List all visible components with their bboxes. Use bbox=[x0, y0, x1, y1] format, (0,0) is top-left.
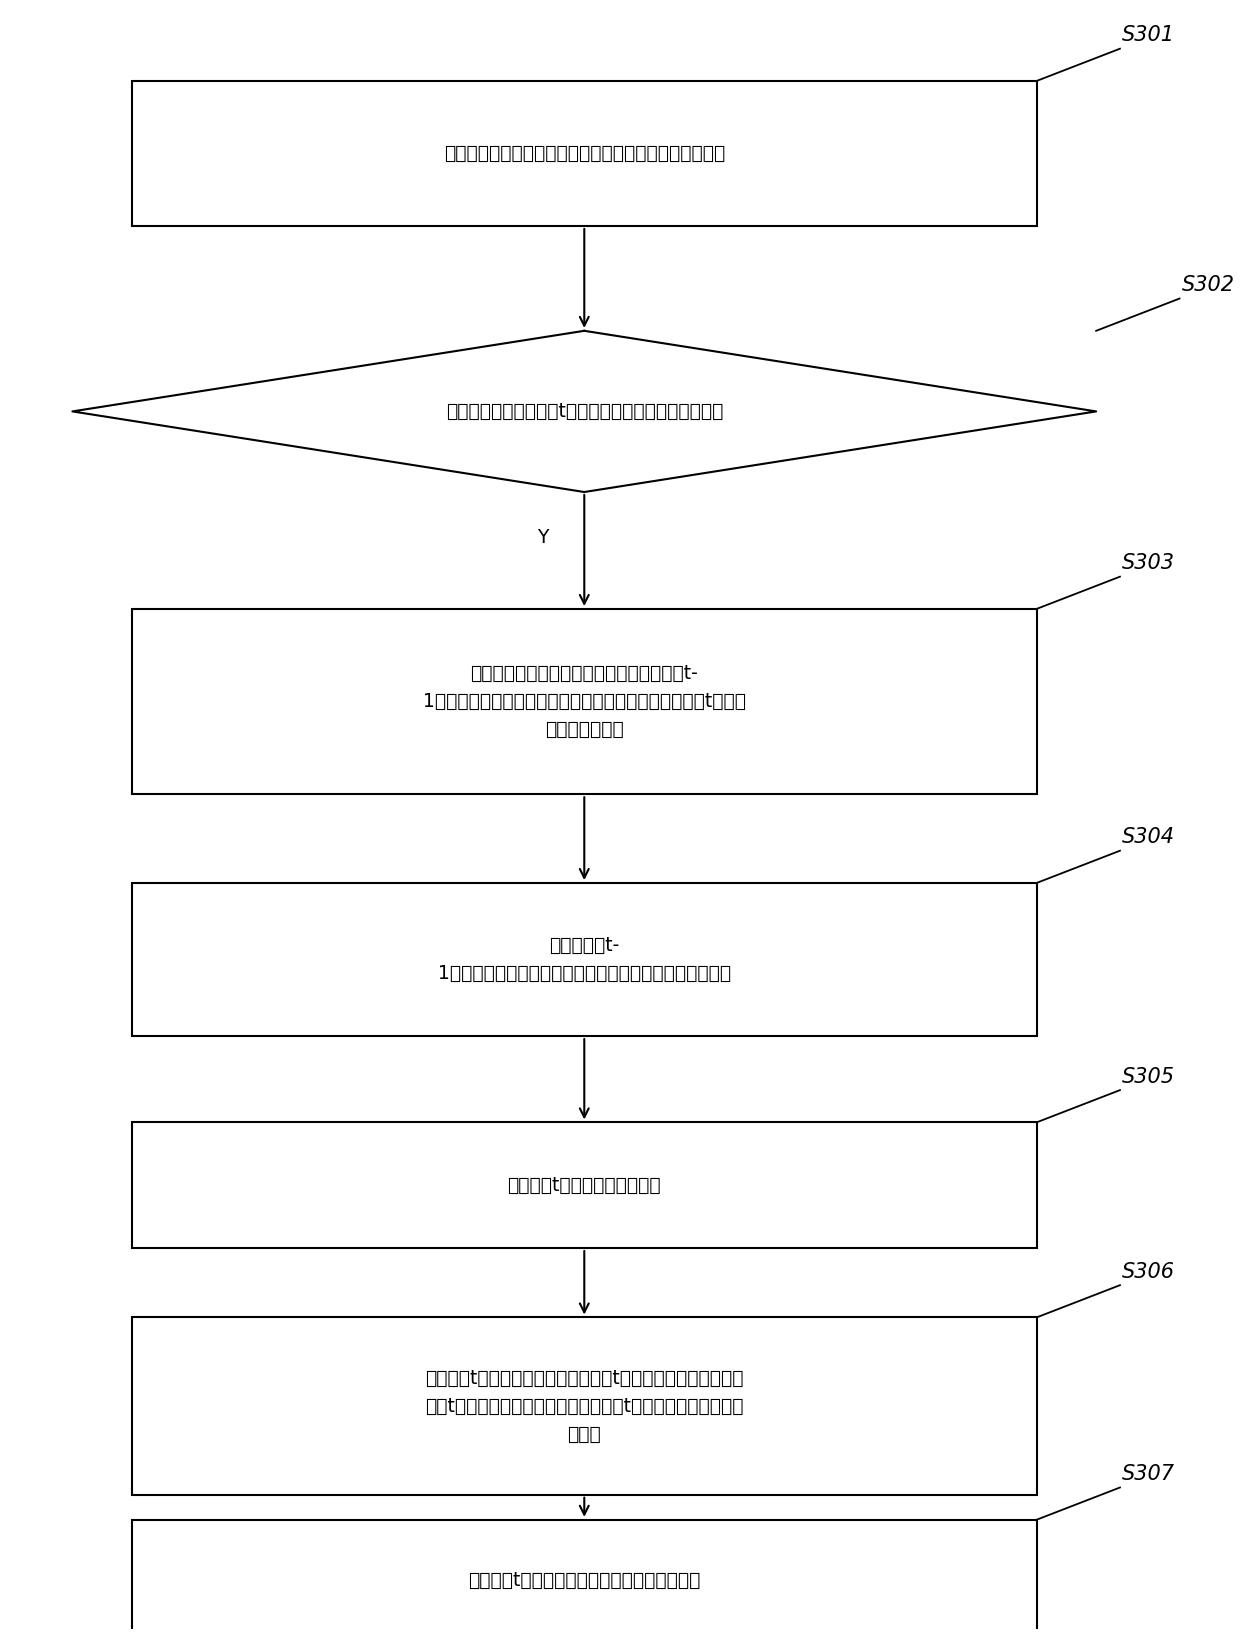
Text: 根据所述t时刻卡尔曼滤波系数、所述t时刻平均电耗的预测值及
所述t时刻平均电耗的测量值，获取所述t时刻的平均电耗的最优
估算值: 根据所述t时刻卡尔曼滤波系数、所述t时刻平均电耗的预测值及 所述t时刻平均电耗的… bbox=[425, 1369, 744, 1444]
Text: S305: S305 bbox=[1122, 1068, 1176, 1087]
Text: 根据所述的t-
1时刻的平均电耗的协方差，获取所述预测值的预测协方差: 根据所述的t- 1时刻的平均电耗的协方差，获取所述预测值的预测协方差 bbox=[438, 936, 730, 984]
FancyBboxPatch shape bbox=[131, 1520, 1037, 1640]
Text: S302: S302 bbox=[1182, 275, 1235, 296]
FancyBboxPatch shape bbox=[131, 81, 1037, 225]
Text: 判断所述纯电动汽车在t时刻平均电耗的测量值是否改变: 判断所述纯电动汽车在t时刻平均电耗的测量值是否改变 bbox=[445, 401, 723, 421]
Text: S304: S304 bbox=[1122, 827, 1176, 847]
Text: Y: Y bbox=[537, 528, 548, 546]
Text: 若是，根据所述纯电动汽车在预设距离内的t-
1时刻的平均电耗，获取所述纯电动汽车在预设距离内的t时刻平
均电耗的预测值: 若是，根据所述纯电动汽车在预设距离内的t- 1时刻的平均电耗，获取所述纯电动汽车… bbox=[423, 665, 745, 739]
Text: S303: S303 bbox=[1122, 553, 1176, 574]
FancyBboxPatch shape bbox=[131, 609, 1037, 795]
Text: S306: S306 bbox=[1122, 1262, 1176, 1281]
Text: S307: S307 bbox=[1122, 1464, 1176, 1484]
Polygon shape bbox=[72, 331, 1096, 492]
FancyBboxPatch shape bbox=[131, 883, 1037, 1036]
Text: 计算所述t时刻平均电耗的最优估算值的协方差: 计算所述t时刻平均电耗的最优估算值的协方差 bbox=[469, 1571, 701, 1589]
Text: 在驱动行驶的工况下，计算纯电动汽车平均电耗的测量值: 在驱动行驶的工况下，计算纯电动汽车平均电耗的测量值 bbox=[444, 145, 725, 163]
Text: 获取所述t时刻卡尔曼滤波系数: 获取所述t时刻卡尔曼滤波系数 bbox=[507, 1176, 661, 1194]
FancyBboxPatch shape bbox=[131, 1122, 1037, 1249]
Text: S301: S301 bbox=[1122, 25, 1176, 46]
FancyBboxPatch shape bbox=[131, 1318, 1037, 1495]
